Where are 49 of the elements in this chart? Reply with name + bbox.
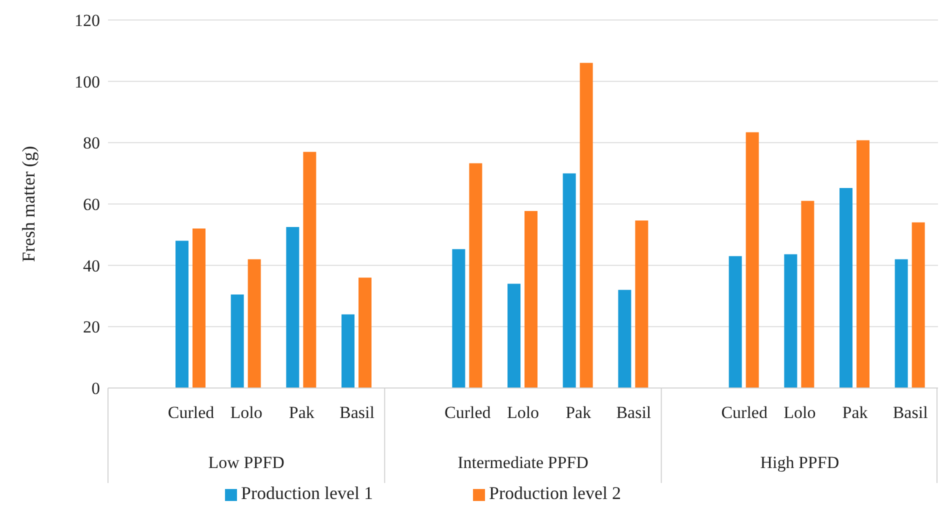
x-tick-label: Curled — [444, 403, 492, 422]
x-tick-label: Pak — [566, 403, 592, 422]
y-tick-label: 100 — [74, 72, 100, 92]
y-tick-label: 120 — [74, 11, 100, 30]
bar — [508, 284, 521, 388]
bar — [746, 132, 759, 388]
x-tick-label: Lolo — [230, 403, 262, 422]
y-tick-label: 60 — [83, 195, 100, 214]
bar — [728, 256, 742, 388]
bar — [286, 227, 300, 388]
bar — [801, 200, 814, 388]
bar — [176, 240, 189, 388]
x-tick-label: Basil — [892, 403, 928, 422]
legend-label: Production level 1 — [241, 483, 373, 503]
y-tick-label: 0 — [92, 379, 100, 398]
legend-label: Production level 2 — [489, 483, 621, 503]
bar — [856, 140, 870, 388]
bar — [618, 290, 632, 388]
bar — [248, 259, 261, 388]
bar — [342, 314, 355, 388]
text: Low PPFD — [208, 453, 284, 472]
text: High PPFD — [760, 453, 840, 472]
bar — [580, 62, 593, 388]
bar — [303, 152, 316, 388]
x-tick-label: Pak — [842, 403, 868, 422]
text: Intermediate PPFD — [458, 453, 588, 472]
y-tick-label: 40 — [83, 256, 100, 276]
bar — [230, 294, 244, 388]
bar — [358, 278, 372, 388]
bar — [562, 173, 576, 388]
bar — [784, 254, 798, 388]
y-tick-label: 80 — [83, 134, 100, 153]
y-tick-label: 20 — [83, 318, 100, 337]
bar — [635, 220, 648, 388]
x-tick-label: Curled — [168, 403, 215, 422]
x-tick-label: Basil — [340, 403, 375, 422]
bar — [192, 228, 206, 388]
x-tick-label: Lolo — [506, 403, 540, 422]
bar — [840, 188, 853, 388]
x-tick-label: Pak — [288, 403, 315, 422]
bar — [469, 163, 482, 388]
bar — [894, 259, 908, 388]
x-tick-label: Curled — [721, 403, 768, 422]
bar — [912, 222, 925, 388]
x-tick-label: Lolo — [784, 403, 816, 422]
y-axis-title: Fresh matter (g) — [18, 146, 38, 262]
bar — [524, 211, 538, 388]
bar — [452, 249, 466, 388]
x-tick-label: Basil — [616, 403, 652, 422]
